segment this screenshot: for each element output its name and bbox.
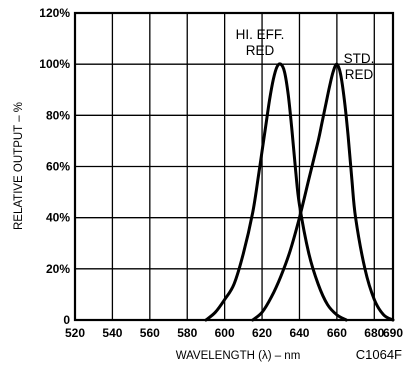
y-tick-labels: 0 20% 40% 60% 80% 100% 120%: [39, 6, 70, 327]
x-tick-label-680: 680: [364, 326, 384, 340]
y-tick-label-80: 80%: [46, 108, 70, 122]
x-tick-label-540: 540: [102, 326, 122, 340]
figure-id: C1064F: [356, 347, 402, 362]
y-axis-label: RELATIVE OUTPUT – %: [13, 102, 25, 230]
series-line-std-red: [251, 62, 395, 322]
y-tick-label-0: 0: [63, 313, 70, 327]
annotation-hi-eff-line-2: RED: [246, 43, 275, 58]
x-tick-label-580: 580: [177, 326, 197, 340]
x-tick-label-560: 560: [140, 326, 160, 340]
y-tick-label-40: 40%: [46, 211, 70, 225]
x-tick-label-600: 600: [215, 326, 235, 340]
y-tick-label-100: 100%: [39, 57, 70, 71]
y-tick-label-60: 60%: [46, 160, 70, 174]
x-tick-label-660: 660: [327, 326, 347, 340]
x-tick-label-640: 640: [289, 326, 309, 340]
x-tick-label-620: 620: [252, 326, 272, 340]
series-line-hi-eff-red: [204, 62, 348, 322]
y-tick-label-20: 20%: [46, 262, 70, 276]
x-axis-label: WAVELENGTH (λ) – nm: [176, 350, 301, 362]
x-tick-label-690: 690: [383, 326, 403, 340]
annotation-std-line-2: RED: [345, 67, 374, 82]
series-layer: [204, 62, 395, 322]
x-tick-label-520: 520: [65, 326, 85, 340]
plot-frame: [73, 11, 395, 322]
y-tick-label-120: 120%: [39, 6, 70, 20]
annotation-std-line-1: STD.: [344, 51, 375, 66]
annotation-hi-eff-line-1: HI. EFF.: [236, 27, 285, 42]
